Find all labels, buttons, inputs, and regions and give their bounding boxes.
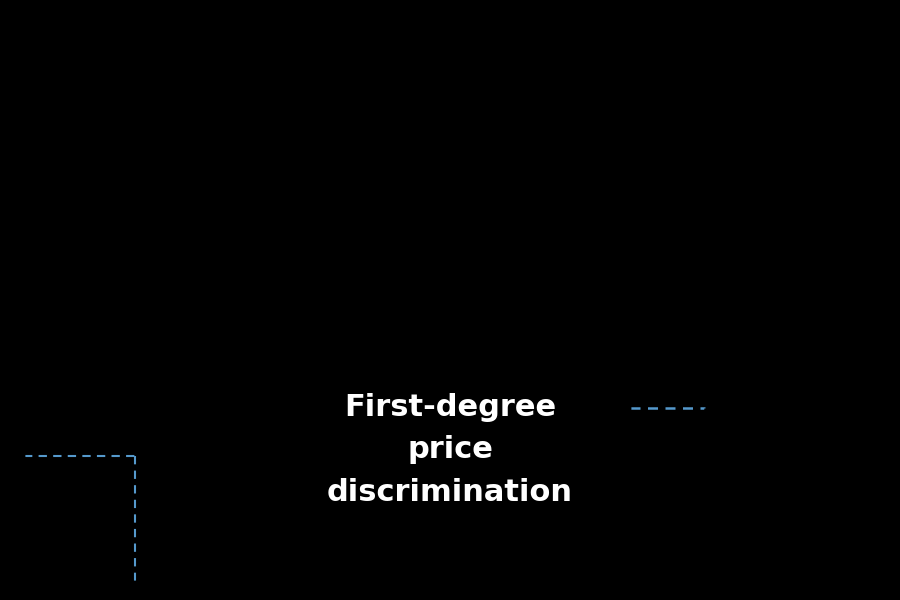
- Text: 0: 0: [7, 575, 16, 589]
- Text: A: A: [712, 392, 722, 406]
- Text: Q: Q: [274, 590, 284, 600]
- Text: P₁: P₁: [608, 401, 622, 415]
- Text: D₁: D₁: [607, 341, 623, 355]
- Text: D₁: D₁: [1, 347, 17, 361]
- Text: C: C: [793, 464, 803, 478]
- Text: 0: 0: [614, 575, 623, 589]
- Text: Q: Q: [874, 590, 885, 600]
- Text: P: P: [612, 313, 624, 329]
- Text: First-degree
price
discrimination: First-degree price discrimination: [327, 392, 573, 508]
- Text: P₂: P₂: [608, 473, 622, 487]
- Text: P: P: [6, 313, 18, 329]
- Text: X₂: X₂: [778, 590, 794, 600]
- Text: D: D: [256, 551, 266, 565]
- Text: X: X: [130, 590, 140, 600]
- Text: P: P: [4, 449, 13, 463]
- Text: D: D: [865, 551, 876, 565]
- Text: X₁: X₁: [698, 590, 713, 600]
- Text: B: B: [694, 464, 704, 478]
